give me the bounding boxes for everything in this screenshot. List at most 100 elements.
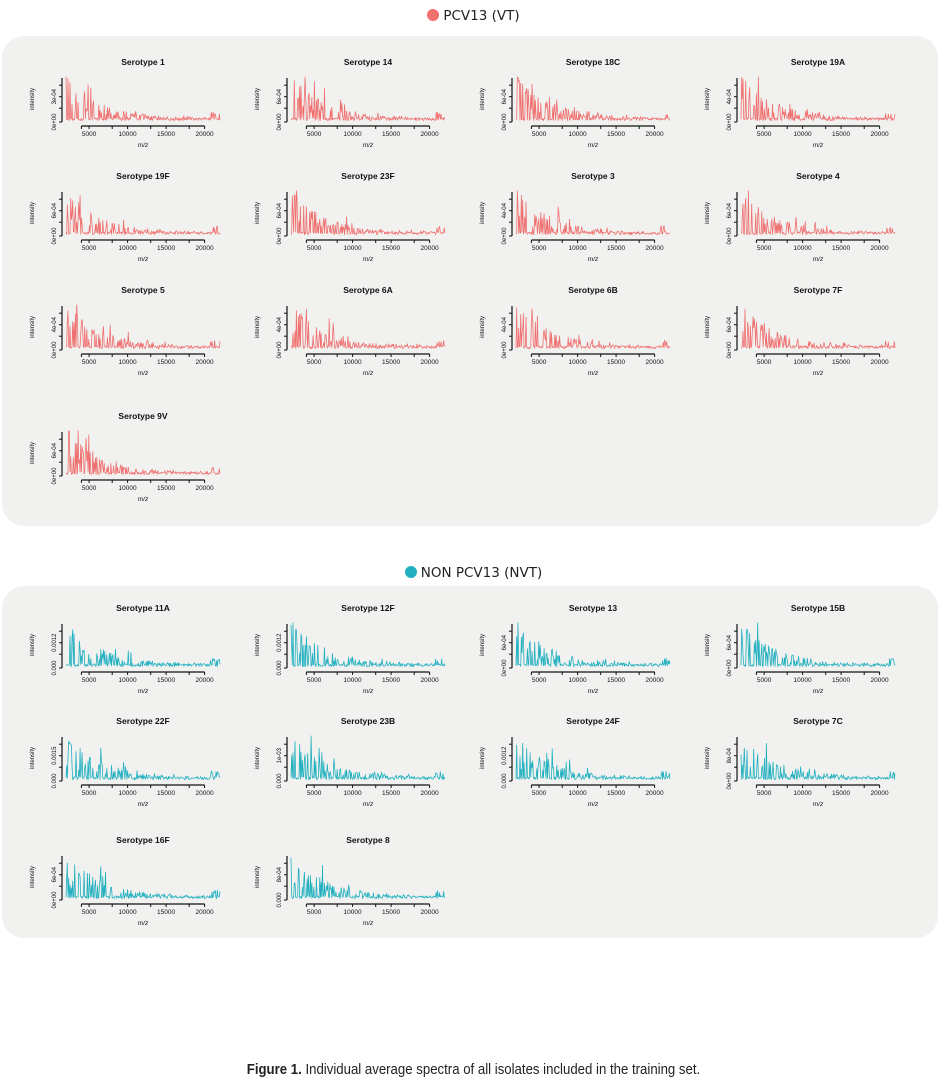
serotype-6a-y-axis-label: intensity: [255, 316, 261, 338]
serotype-8-y-tick-label-1: 8e-04: [277, 866, 283, 882]
serotype-3-x-axis-label: m/z: [588, 256, 599, 263]
serotype-18c-y-tick-label-0: 0e+00: [502, 113, 508, 131]
serotype-11a-x-tick-label-1: 10000: [119, 677, 137, 684]
serotype-24f-x-axis-label: m/z: [588, 801, 599, 808]
serotype-19a-title: Serotype 19A: [791, 57, 845, 67]
serotype-23b-y-tick-label-0: 0.000: [277, 773, 283, 789]
nvt-panel: [2, 586, 938, 938]
serotype-6b-x-axis-label: m/z: [588, 370, 599, 377]
serotype-7c-x-tick-label-2: 15000: [832, 790, 850, 797]
serotype-1-spectrum-line: [65, 76, 221, 121]
serotype-14-title: Serotype 14: [344, 57, 392, 67]
serotype-23f-x-axis-label: m/z: [363, 256, 374, 263]
serotype-3-x-tick-label-3: 20000: [646, 245, 664, 252]
serotype-4-y-tick-label-0: 0e+00: [727, 227, 733, 245]
serotype-24f-x-tick-label-3: 20000: [646, 790, 664, 797]
serotype-18c-y-tick-label-1: 6e-04: [502, 88, 508, 104]
serotype-16f-y-axis-label: intensity: [30, 866, 36, 888]
serotype-23f-y-tick-label-0: 0e+00: [277, 227, 283, 245]
serotype-1-x-tick-label-1: 10000: [119, 131, 137, 138]
serotype-14-y-axis-label: intensity: [255, 88, 261, 110]
serotype-3-spectrum-line: [515, 190, 670, 235]
nvt-group-label: NON PCV13 (NVT): [420, 565, 543, 581]
serotype-1-y-tick-label-1: 3e-04: [52, 88, 58, 104]
serotype-19f-y-tick-label-1: 6e-04: [52, 202, 58, 218]
serotype-23b-y-axis-label: intensity: [255, 747, 261, 769]
serotype-24f-y-tick-label-1: 0.0012: [502, 746, 508, 765]
serotype-13-y-axis-label: intensity: [480, 634, 486, 656]
serotype-19f-x-tick-label-1: 10000: [119, 245, 137, 252]
serotype-24f-x-tick-label-2: 15000: [607, 790, 625, 797]
serotype-7c-spectrum-line: [740, 743, 896, 780]
serotype-19f-y-axis-label: intensity: [30, 202, 36, 224]
vt-legend-dot: [427, 9, 440, 21]
serotype-9v-x-tick-label-0: 5000: [82, 485, 97, 492]
serotype-12f-x-tick-label-0: 5000: [307, 677, 322, 684]
serotype-14-x-tick-label-1: 10000: [344, 131, 362, 138]
serotype-16f-y-tick-label-1: 6e-04: [52, 866, 58, 882]
serotype-6a-y-tick-label-0: 0e+00: [277, 341, 283, 359]
serotype-23f-y-axis-label: intensity: [255, 202, 261, 224]
serotype-12f-title: Serotype 12F: [341, 603, 394, 613]
serotype-19a-y-tick-label-0: 0e+00: [727, 113, 733, 131]
serotype-19a-x-tick-label-0: 5000: [757, 131, 772, 138]
serotype-8-spectrum-line: [290, 857, 446, 899]
serotype-5-y-tick-label-0: 0e+00: [52, 341, 58, 359]
serotype-24f-y-tick-label-0: 0.000: [502, 773, 508, 789]
serotype-9v-y-tick-label-1: 6e-04: [52, 442, 58, 458]
serotype-16f-spectrum-line: [65, 862, 221, 899]
serotype-18c-y-axis-label: intensity: [480, 88, 486, 110]
serotype-23b-y-tick-label-1: 1e-03: [277, 747, 283, 763]
serotype-9v-y-axis-label: intensity: [30, 442, 36, 464]
serotype-19f-spectrum-line: [65, 195, 221, 235]
serotype-1-y-axis-label: intensity: [30, 88, 36, 110]
serotype-23b-title: Serotype 23B: [341, 716, 395, 726]
serotype-13-y-tick-label-0: 0e+00: [502, 659, 508, 677]
serotype-5-spectrum-line: [65, 304, 221, 349]
serotype-14-y-tick-label-0: 0e+00: [277, 113, 283, 131]
serotype-14-x-tick-label-2: 15000: [382, 131, 400, 138]
serotype-4-x-axis-label: m/z: [813, 256, 824, 263]
serotype-7f-x-tick-label-2: 15000: [832, 359, 850, 366]
serotype-19f-y-tick-label-0: 0e+00: [52, 227, 58, 245]
serotype-9v-x-tick-label-1: 10000: [119, 485, 137, 492]
serotype-5-title: Serotype 5: [121, 285, 165, 295]
serotype-16f-title: Serotype 16F: [116, 835, 169, 845]
serotype-15b-x-tick-label-0: 5000: [757, 677, 772, 684]
serotype-11a-y-tick-label-1: 0.0012: [52, 633, 58, 652]
serotype-16f-x-tick-label-3: 20000: [196, 909, 214, 916]
serotype-4-x-tick-label-0: 5000: [757, 245, 772, 252]
serotype-19a-y-tick-label-1: 4e-04: [727, 88, 733, 104]
serotype-11a-x-tick-label-3: 20000: [196, 677, 214, 684]
serotype-19a-x-axis-label: m/z: [813, 142, 824, 149]
serotype-12f-x-tick-label-3: 20000: [421, 677, 439, 684]
serotype-1-y-tick-label-0: 0e+00: [52, 113, 58, 131]
serotype-3-y-axis-label: intensity: [480, 202, 486, 224]
serotype-14-x-axis-label: m/z: [363, 142, 374, 149]
serotype-8-x-tick-label-1: 10000: [344, 909, 362, 916]
figure-caption-label: Figure 1.: [246, 1061, 302, 1078]
serotype-7c-x-tick-label-1: 10000: [794, 790, 812, 797]
serotype-12f-x-axis-label: m/z: [363, 688, 374, 695]
serotype-11a-x-axis-label: m/z: [138, 688, 149, 695]
serotype-8-y-tick-label-0: 0.000: [277, 892, 283, 908]
serotype-3-x-tick-label-2: 15000: [607, 245, 625, 252]
figure-caption-text: Individual average spectra of all isolat…: [301, 1061, 701, 1078]
serotype-19f-x-tick-label-0: 5000: [82, 245, 97, 252]
serotype-13-x-tick-label-1: 10000: [569, 677, 587, 684]
serotype-11a-y-axis-label: intensity: [30, 634, 36, 656]
serotype-19a-x-tick-label-1: 10000: [794, 131, 812, 138]
serotype-6b-y-tick-label-0: 0e+00: [502, 341, 508, 359]
serotype-5-x-tick-label-2: 15000: [157, 359, 175, 366]
serotype-23f-y-tick-label-1: 6e-04: [277, 202, 283, 218]
serotype-22f-y-tick-label-1: 0.0015: [52, 746, 58, 765]
serotype-23f-x-tick-label-3: 20000: [421, 245, 439, 252]
serotype-13-spectrum-line: [515, 622, 671, 667]
serotype-5-y-axis-label: intensity: [30, 316, 36, 338]
serotype-7c-x-tick-label-3: 20000: [871, 790, 889, 797]
serotype-15b-x-tick-label-2: 15000: [832, 677, 850, 684]
serotype-7f-title: Serotype 7F: [794, 285, 843, 295]
serotype-6a-title: Serotype 6A: [343, 285, 393, 295]
serotype-14-x-tick-label-3: 20000: [421, 131, 439, 138]
serotype-1-x-axis-label: m/z: [138, 142, 149, 149]
